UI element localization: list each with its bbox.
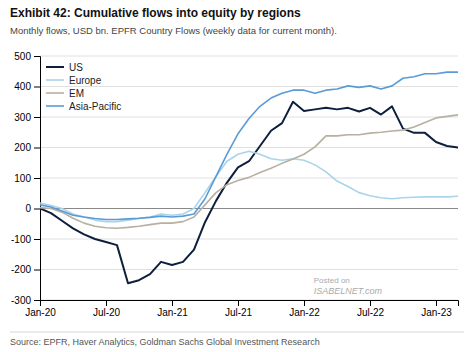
legend-label: Europe [69,75,102,86]
x-tick-label: Jan-23 [421,307,452,318]
legend-item: EM [46,88,84,99]
grid-line [40,208,458,209]
series-line [40,72,458,219]
y-tick-mark [34,270,40,271]
series-line [40,102,458,283]
y-tick: -200 [11,264,40,275]
legend-item: US [46,62,83,73]
x-axis: Jan-20 Jul-20 Jan-21 Jul-21 Jan-22 Jul-22 Jan-… [25,300,458,318]
x-tick-label: Jul-22 [357,307,385,318]
grid-line [40,239,458,240]
y-tick-mark [34,87,40,88]
x-tick: Jan-23 [421,300,452,318]
y-tick: 100 [14,173,40,184]
y-tick: 200 [14,142,40,153]
y-tick-label: -200 [11,264,31,275]
x-tick-mark [40,300,41,306]
plot: -300 -200 -100 0 100 200 300 400 500 Jan-20 Jul-20… [11,51,459,318]
x-tick-label: Jan-20 [25,307,56,318]
y-tick-mark [34,209,40,210]
y-tick-label: 300 [14,112,31,123]
x-tick-mark [238,300,239,306]
x-tick-mark [304,300,305,306]
y-tick: -100 [11,234,40,245]
y-tick: 0 [25,203,40,214]
watermark: Posted on [314,276,350,285]
y-tick: -300 [11,295,40,306]
legend-label: Asia-Pacific [69,101,121,112]
x-tick: Jan-22 [289,300,320,318]
series-line [40,151,458,221]
legend-swatch [46,79,64,81]
chart: Exhibit 42: Cumulative flows into equity… [0,0,474,352]
grid [40,56,458,300]
y-tick-label: 500 [14,51,31,62]
y-tick: 500 [14,51,40,62]
x-tick-label: Jan-21 [157,307,188,318]
title: Exhibit 42: Cumulative flows into equity… [10,6,301,20]
subtitle: Monthly flows, USD bn. EPFR Country Flow… [10,25,337,36]
grid-line [40,147,458,148]
legend-label: EM [69,88,84,99]
y-tick-mark [34,300,40,301]
grid-line [40,86,458,87]
x-tick: Jul-20 [93,300,121,318]
y-tick-mark [34,148,40,149]
y-tick-label: -100 [11,234,31,245]
x-tick-label: Jul-21 [225,307,253,318]
y-tick-mark [34,117,40,118]
grid-line [40,56,458,57]
legend-swatch [46,66,64,68]
legend-label: US [69,62,83,73]
legend-item: Europe [46,75,102,86]
grid-line [40,269,458,270]
y-axis-line [34,57,41,301]
x-tick-mark [436,300,437,306]
legend-item: Asia-Pacific [46,101,121,112]
y-tick-mark [34,178,40,179]
y-tick-label: 100 [14,173,31,184]
separator [10,332,464,333]
y-tick-label: 200 [14,142,31,153]
x-tick-label: Jan-22 [289,307,320,318]
x-tick-mark [106,300,107,306]
lines [40,72,458,283]
y-tick: 400 [14,81,40,92]
source: Source: EPFR, Haver Analytics, Goldman S… [10,337,320,347]
legend-swatch [46,92,64,94]
y-tick-label: -300 [11,295,31,306]
y-tick: 300 [14,112,40,123]
y-tick-mark [34,239,40,240]
x-tick-mark [172,300,173,306]
x-axis-line [41,301,459,307]
x-tick: Jan-20 [25,300,56,318]
watermark: ISABELNET.com [314,286,383,296]
series-line [40,115,458,228]
legend-swatch [46,105,64,107]
x-tick-label: Jul-20 [93,307,121,318]
y-tick-label: 400 [14,81,31,92]
x-tick: Jan-21 [157,300,188,318]
y-axis: -300 -200 -100 0 100 200 300 400 500 [11,51,41,306]
y-tick-mark [34,56,40,57]
legend: US Europe EM Asia-Pacific [46,62,121,112]
x-tick-mark [370,300,371,306]
y-tick-label: 0 [25,203,31,214]
x-tick: Jul-21 [225,300,253,318]
x-tick: Jul-22 [357,300,385,318]
